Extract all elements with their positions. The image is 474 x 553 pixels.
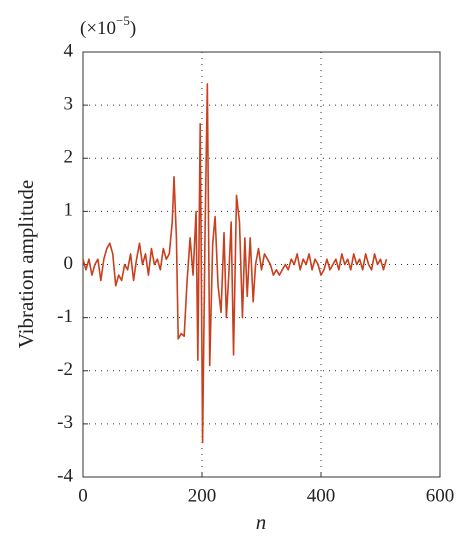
y-tick-label: -4 <box>57 465 73 486</box>
y-tick-label: 3 <box>64 93 74 114</box>
y-tick-label: -1 <box>57 306 73 327</box>
y-tick-label: 0 <box>64 253 74 274</box>
y-tick-label: 1 <box>64 200 74 221</box>
x-tick-label: 600 <box>426 485 455 506</box>
y-tick-label: -2 <box>57 359 73 380</box>
y-tick-label: -3 <box>57 412 73 433</box>
multiplier-exponent: −5 <box>116 13 130 28</box>
y-tick-label: 4 <box>64 40 74 61</box>
x-tick-label: 0 <box>78 485 88 506</box>
x-axis-label: n <box>256 510 267 534</box>
plot-frame <box>82 51 441 478</box>
y-tick-label: 2 <box>64 147 74 168</box>
multiplier-base: (×10 <box>80 18 116 39</box>
multiplier: (×10−5) <box>80 13 136 39</box>
x-tick-label: 400 <box>307 485 336 506</box>
multiplier-close: ) <box>130 18 136 39</box>
x-tick-label: 200 <box>188 485 217 506</box>
data-line <box>82 83 388 444</box>
y-axis-label: Vibration amplitude <box>14 180 38 348</box>
